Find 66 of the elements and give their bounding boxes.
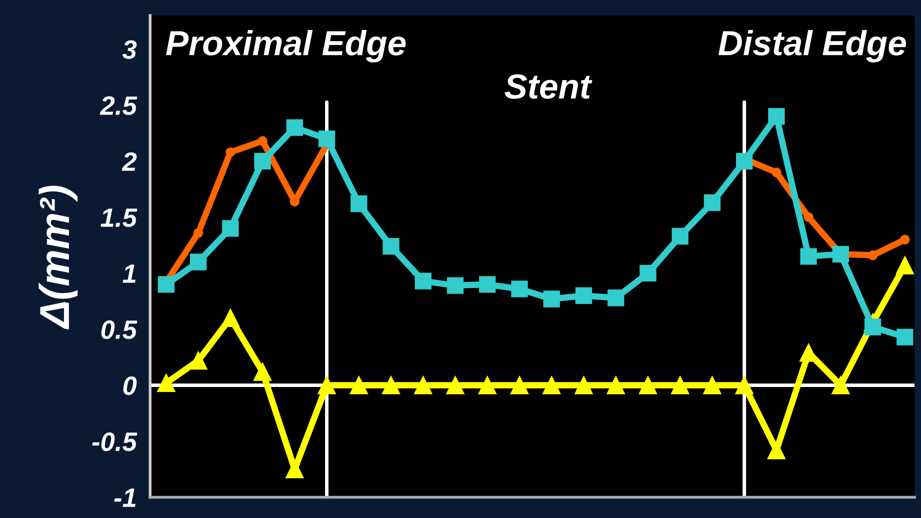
point [350, 195, 368, 212]
annotation: Stent [504, 74, 592, 99]
point [510, 376, 529, 394]
point [222, 220, 239, 237]
point [704, 194, 721, 211]
point [832, 246, 850, 263]
point [258, 136, 268, 146]
point [446, 277, 464, 294]
y-tick-label: 2.5 [100, 96, 138, 115]
point [286, 119, 303, 136]
point [350, 376, 368, 394]
point [574, 376, 593, 394]
point [640, 264, 656, 282]
point [608, 290, 624, 306]
point [804, 212, 814, 222]
point [671, 376, 690, 394]
point [382, 238, 400, 255]
point [189, 352, 208, 370]
point [868, 250, 878, 260]
point [157, 374, 176, 392]
point [900, 234, 910, 244]
point [414, 376, 432, 394]
point [511, 280, 528, 298]
point [638, 376, 657, 394]
point [672, 228, 688, 245]
point [772, 168, 782, 178]
point [768, 108, 785, 125]
point [864, 318, 882, 336]
point [158, 276, 175, 293]
y-tick-label: 0.5 [101, 320, 138, 340]
annotation: Distal Edge [718, 30, 906, 62]
y-tick-label: 0 [123, 376, 137, 396]
y-tick-label: 2 [122, 152, 137, 171]
y-tick-label: -0.5 [92, 432, 138, 452]
point [800, 248, 817, 265]
point [832, 376, 850, 394]
y-tick-label: -1 [114, 488, 136, 507]
y-axis-title: Δ(mm²) [38, 186, 78, 330]
point [479, 276, 496, 293]
point [318, 376, 336, 394]
point [226, 147, 236, 158]
point [575, 287, 592, 304]
point [382, 376, 400, 394]
point [606, 376, 625, 394]
point [190, 254, 207, 270]
point [542, 376, 561, 394]
annotation: Proximal Edge [166, 30, 406, 62]
y-tick-label: 1.5 [100, 208, 138, 228]
point [735, 376, 754, 394]
point [446, 376, 464, 394]
y-tick-label: 1 [122, 264, 136, 283]
point [254, 362, 272, 381]
point [414, 272, 432, 290]
point [896, 328, 914, 346]
point [767, 441, 786, 460]
point [286, 460, 304, 478]
point [221, 309, 240, 328]
point [703, 376, 722, 394]
point [543, 290, 560, 308]
y-tick-label: 3 [122, 40, 137, 59]
point [478, 376, 496, 394]
point [736, 152, 753, 170]
point [254, 152, 271, 170]
point [318, 130, 336, 148]
point [193, 228, 204, 238]
point [896, 256, 914, 274]
